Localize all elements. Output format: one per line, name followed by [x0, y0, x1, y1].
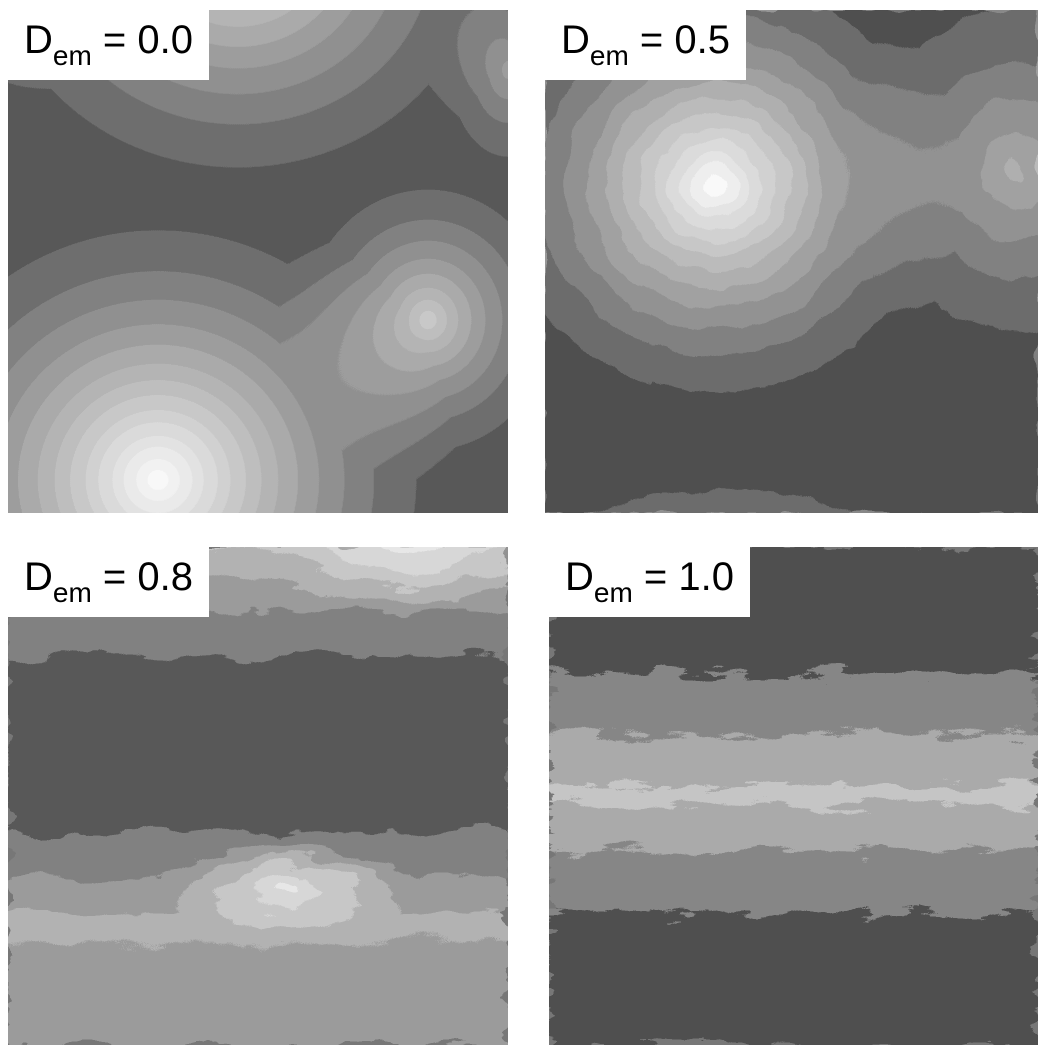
terrain-image-smooth: [8, 10, 508, 513]
terrain-image-rough: [549, 547, 1038, 1045]
panel-label: Dem = 0.5: [545, 10, 746, 80]
panel-label: Dem = 0.0: [8, 10, 209, 80]
terrain-image-medium: [545, 10, 1038, 513]
panel-dem-0-8: Dem = 0.8: [8, 547, 508, 1045]
panel-label: Dem = 0.8: [8, 547, 209, 617]
panel-dem-0-5: Dem = 0.5: [545, 10, 1038, 513]
panel-label: Dem = 1.0: [549, 547, 750, 617]
terrain-image-banded: [8, 547, 508, 1045]
panel-dem-1-0: Dem = 1.0: [549, 547, 1038, 1045]
panel-dem-0-0: Dem = 0.0: [8, 10, 508, 513]
